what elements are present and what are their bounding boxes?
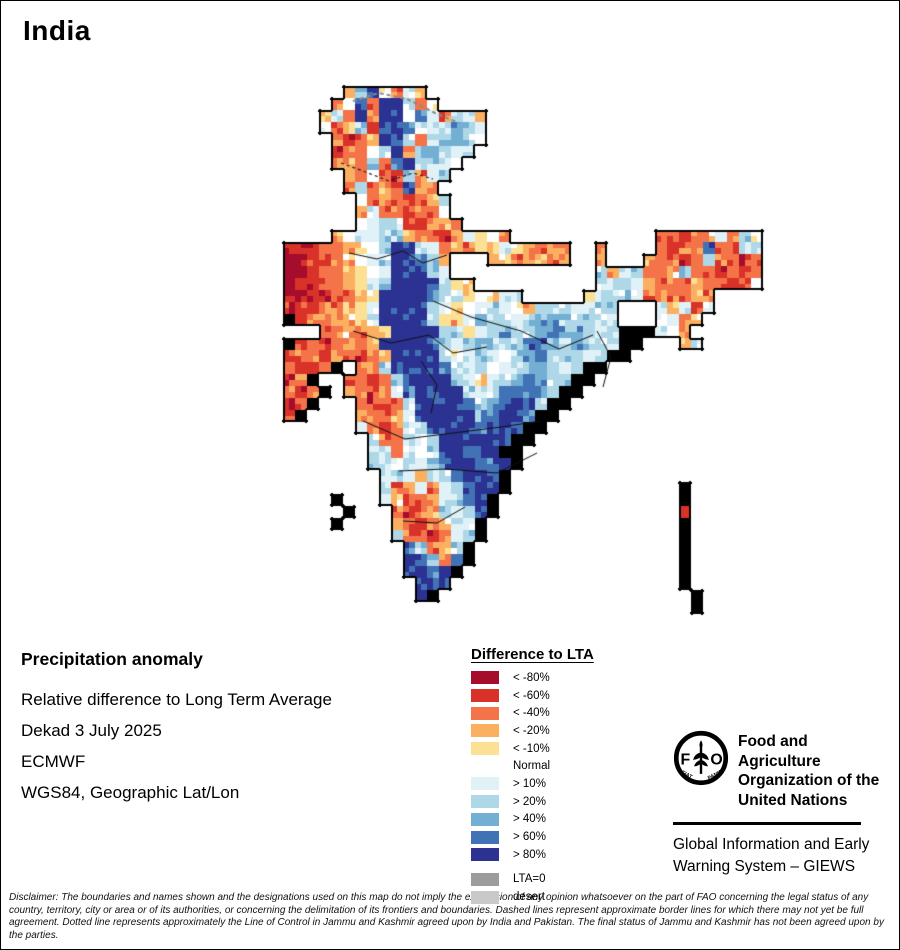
legend-swatch: [471, 724, 499, 738]
legend-label: > 10%: [513, 777, 546, 790]
svg-text:FIAT: FIAT: [680, 770, 693, 781]
legend-swatch: [471, 777, 499, 791]
fao-branding-block: F O FIAT PANIS Food and Agriculture Organ…: [673, 730, 885, 878]
svg-text:O: O: [710, 752, 722, 769]
legend-title: Difference to LTA: [471, 646, 594, 663]
legend-label: Normal: [513, 760, 551, 773]
giews-label: Global Information and Early Warning Syst…: [673, 834, 885, 878]
brand-divider: [673, 822, 861, 825]
legend-label: LTA=0: [513, 873, 546, 886]
info-line: Relative difference to Long Term Average: [21, 690, 332, 709]
legend-item: > 10%: [471, 775, 651, 793]
legend-label: desert: [513, 891, 545, 904]
disclaimer-text: Disclaimer: The boundaries and names sho…: [9, 892, 884, 941]
legend-swatch: [471, 848, 499, 862]
legend-swatch: [471, 742, 499, 756]
legend-swatch: [471, 872, 499, 886]
legend-swatch: [471, 759, 499, 773]
legend-label: > 40%: [513, 813, 546, 826]
legend-item: < -10%: [471, 740, 651, 758]
org-name: Food and Agriculture Organization of the U…: [738, 730, 885, 810]
legend-swatch: [471, 830, 499, 844]
page-title: India: [23, 15, 91, 46]
legend: Difference to LTA < -80% < -60% < -40% < -2…: [471, 646, 651, 906]
legend-item: > 60%: [471, 828, 651, 846]
info-lines: Relative difference to Long Term Average…: [21, 684, 451, 808]
info-line: WGS84, Geographic Lat/Lon: [21, 783, 240, 802]
map-info-block: Precipitation anomaly Relative differenc…: [21, 649, 451, 808]
legend-label: > 20%: [513, 795, 546, 808]
legend-item: < -40%: [471, 704, 651, 722]
giews-line: Warning System – GIEWS: [673, 857, 856, 875]
org-name-line: United Nations: [738, 791, 848, 809]
legend-swatch: [471, 812, 499, 826]
fao-logo-icon: F O FIAT PANIS: [673, 730, 729, 786]
legend-item: < -20%: [471, 722, 651, 740]
legend-label: < -40%: [513, 707, 550, 720]
legend-swatch: [471, 689, 499, 703]
legend-label: > 80%: [513, 848, 546, 861]
legend-item: > 40%: [471, 811, 651, 829]
info-heading: Precipitation anomaly: [21, 649, 203, 669]
svg-text:F: F: [680, 752, 690, 769]
org-name-line: Food and Agriculture: [738, 733, 821, 770]
legend-swatch: [471, 890, 499, 904]
legend-item: desert: [471, 888, 651, 906]
legend-extra-items: LTA=0 desert: [471, 871, 651, 906]
info-line: Dekad 3 July 2025: [21, 721, 162, 740]
legend-items: < -80% < -60% < -40% < -20% < -10% Normal > 10…: [471, 669, 651, 864]
legend-item: LTA=0: [471, 871, 651, 889]
legend-label: > 60%: [513, 831, 546, 844]
giews-line: Global Information and Early: [673, 835, 870, 853]
info-line: ECMWF: [21, 752, 86, 771]
legend-item: Normal: [471, 757, 651, 775]
legend-label: < -60%: [513, 689, 550, 702]
legend-swatch: [471, 671, 499, 685]
org-name-line: Organization of the: [738, 772, 880, 789]
legend-swatch: [471, 706, 499, 720]
legend-item: > 20%: [471, 793, 651, 811]
legend-label: < -10%: [513, 742, 550, 755]
legend-item: < -60%: [471, 687, 651, 705]
legend-item: < -80%: [471, 669, 651, 687]
legend-item: > 80%: [471, 846, 651, 864]
legend-label: < -80%: [513, 671, 550, 684]
legend-label: < -20%: [513, 724, 550, 737]
legend-swatch: [471, 795, 499, 809]
